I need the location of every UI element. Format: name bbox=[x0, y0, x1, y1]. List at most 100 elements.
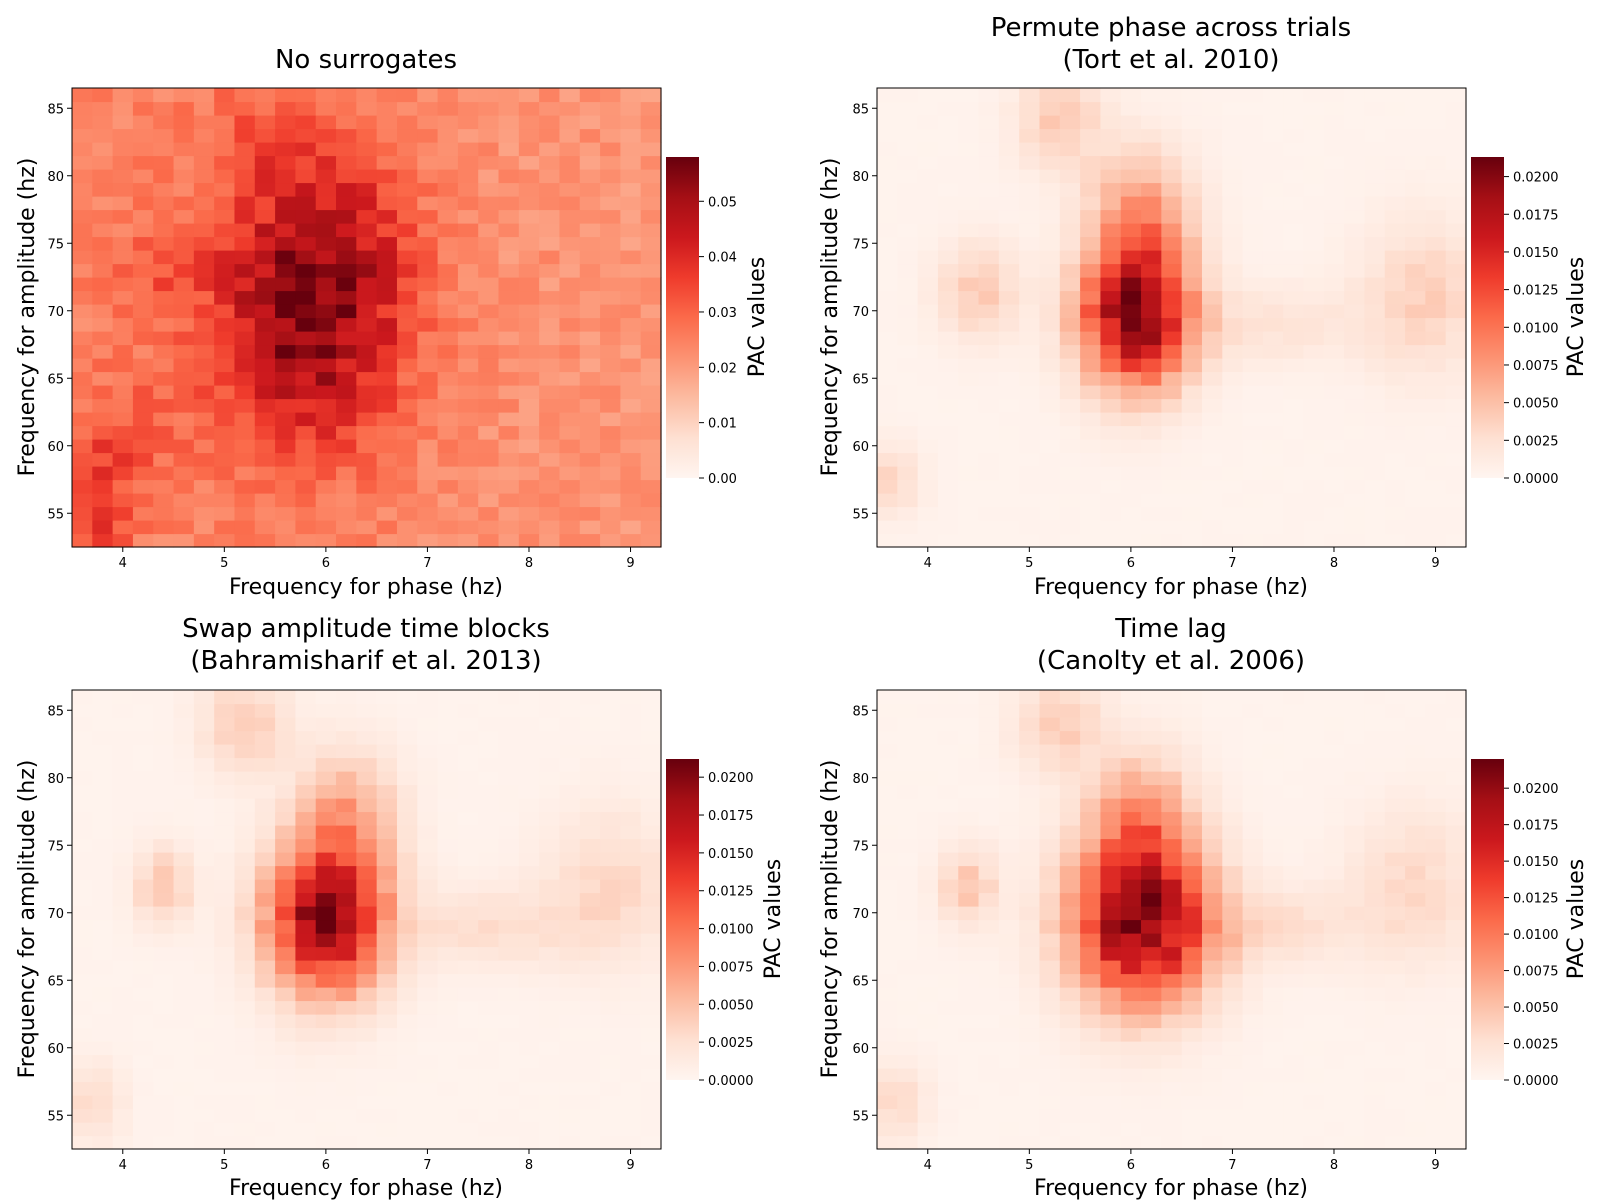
heatmap-cell bbox=[1323, 757, 1345, 772]
heatmap-cell bbox=[1181, 1135, 1203, 1150]
heatmap-cell bbox=[112, 452, 134, 467]
heatmap-cell bbox=[417, 1135, 439, 1150]
heatmap-cell bbox=[1019, 371, 1041, 386]
heatmap-cell bbox=[457, 906, 479, 921]
heatmap-cell bbox=[1344, 439, 1366, 454]
heatmap-cell bbox=[437, 1122, 459, 1137]
heatmap-cell bbox=[1303, 744, 1325, 759]
heatmap-cell bbox=[1344, 730, 1366, 745]
heatmap-cell bbox=[153, 466, 175, 481]
heatmap-cell bbox=[1425, 263, 1447, 278]
heatmap-cell bbox=[1161, 960, 1183, 975]
heatmap-cell bbox=[579, 425, 601, 440]
heatmap-cell bbox=[153, 757, 175, 772]
heatmap-cell bbox=[1080, 1054, 1102, 1069]
heatmap-cell bbox=[897, 1000, 919, 1015]
heatmap-cell bbox=[1262, 209, 1284, 224]
heatmap-cell bbox=[72, 798, 93, 813]
heatmap-cell bbox=[1364, 209, 1386, 224]
heatmap-cell bbox=[998, 439, 1020, 454]
heatmap-cell bbox=[112, 371, 134, 386]
heatmap-cell bbox=[518, 865, 540, 880]
heatmap-cell bbox=[917, 128, 939, 143]
heatmap-cell bbox=[1445, 250, 1467, 265]
heatmap-cell bbox=[437, 757, 459, 772]
heatmap-cell bbox=[1303, 1135, 1325, 1150]
heatmap-cell bbox=[72, 825, 93, 840]
heatmap-cell bbox=[315, 169, 337, 184]
heatmap-cell bbox=[112, 101, 134, 116]
heatmap-cell bbox=[1384, 784, 1406, 799]
heatmap-cell bbox=[1323, 703, 1345, 718]
heatmap-cell bbox=[1019, 717, 1041, 732]
heatmap-cell bbox=[153, 771, 175, 786]
heatmap-cell bbox=[478, 358, 500, 373]
heatmap-cell bbox=[478, 1108, 500, 1123]
heatmap-cell bbox=[315, 1122, 337, 1137]
heatmap-cell bbox=[1303, 1027, 1325, 1042]
heatmap-cell bbox=[539, 717, 561, 732]
heatmap-cell bbox=[173, 1135, 195, 1150]
heatmap-cell bbox=[72, 946, 93, 961]
heatmap-cell bbox=[998, 852, 1020, 867]
heatmap-cell bbox=[92, 717, 114, 732]
heatmap-cell bbox=[336, 169, 357, 184]
heatmap-cell bbox=[478, 425, 500, 440]
heatmap-cell bbox=[356, 493, 378, 508]
heatmap-cell bbox=[559, 1068, 581, 1083]
heatmap-cell bbox=[1262, 344, 1284, 359]
heatmap-cell bbox=[1323, 892, 1345, 907]
heatmap-cell bbox=[1283, 304, 1305, 319]
heatmap-cell bbox=[937, 236, 959, 251]
heatmap-cell bbox=[1405, 838, 1426, 853]
heatmap-cell bbox=[978, 865, 1000, 880]
heatmap-cell bbox=[234, 88, 256, 103]
heatmap-cell bbox=[376, 811, 398, 826]
heatmap-cell bbox=[193, 838, 215, 853]
heatmap-cell bbox=[640, 771, 662, 786]
heatmap-cell bbox=[336, 263, 357, 278]
heatmap-cell bbox=[539, 690, 561, 705]
heatmap-cell bbox=[1100, 398, 1122, 413]
heatmap-cell bbox=[958, 520, 980, 535]
heatmap-cell bbox=[600, 960, 621, 975]
heatmap-cell bbox=[376, 439, 398, 454]
heatmap-cell bbox=[417, 757, 439, 772]
heatmap-cell bbox=[193, 730, 215, 745]
heatmap-cell bbox=[620, 169, 642, 184]
heatmap-cell bbox=[1283, 520, 1305, 535]
heatmap-cell bbox=[579, 865, 601, 880]
heatmap-cell bbox=[877, 520, 898, 535]
heatmap-cell bbox=[1181, 479, 1203, 494]
heatmap-cell bbox=[1141, 466, 1162, 481]
heatmap-cell bbox=[173, 838, 195, 853]
heatmap-cell bbox=[1445, 142, 1467, 157]
heatmap-cell bbox=[193, 960, 215, 975]
heatmap-cell bbox=[132, 358, 154, 373]
heatmap-cell bbox=[877, 838, 898, 853]
heatmap-cell bbox=[315, 398, 337, 413]
heatmap-cell bbox=[417, 290, 439, 305]
heatmap-cell bbox=[1080, 892, 1102, 907]
heatmap-cell bbox=[1262, 236, 1284, 251]
heatmap-cell bbox=[1323, 798, 1345, 813]
heatmap-cell bbox=[877, 865, 898, 880]
heatmap-cell bbox=[1405, 987, 1426, 1002]
heatmap-cell bbox=[1222, 1122, 1244, 1137]
heatmap-cell bbox=[1344, 757, 1366, 772]
heatmap-cell bbox=[600, 933, 621, 948]
heatmap-cell bbox=[1201, 1000, 1223, 1015]
heatmap-cell bbox=[1201, 1054, 1223, 1069]
heatmap-cell bbox=[1344, 223, 1366, 238]
heatmap-cell bbox=[1425, 1027, 1447, 1042]
heatmap-cell bbox=[376, 101, 398, 116]
heatmap-cell bbox=[275, 1027, 297, 1042]
heatmap-cell bbox=[579, 344, 601, 359]
heatmap-cell bbox=[620, 717, 642, 732]
heatmap-cell bbox=[1059, 1014, 1081, 1029]
heatmap-cell bbox=[600, 784, 621, 799]
heatmap-cell bbox=[376, 452, 398, 467]
heatmap-cell bbox=[917, 879, 939, 894]
heatmap-cell bbox=[254, 250, 276, 265]
heatmap-cell bbox=[132, 115, 154, 130]
